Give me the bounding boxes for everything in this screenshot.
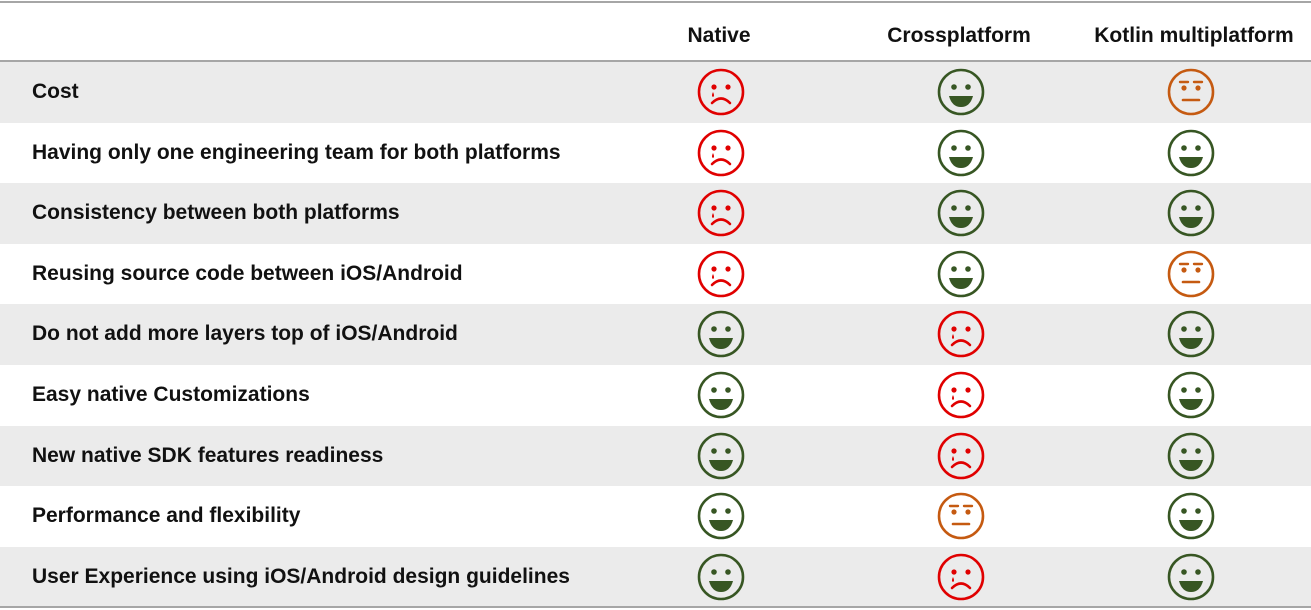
rating-cell [936,249,986,299]
row-label: Cost [32,80,79,103]
rating-cell [696,309,746,359]
column-header-crossplatform: Crossplatform [887,24,1031,47]
column-header-native: Native [687,24,751,47]
table-row: Having only one engineering team for bot… [0,122,1311,184]
rating-cell [1166,188,1216,238]
rating-cell [1166,370,1216,420]
header-row: Native Crossplatform Kotlin multiplatfor… [0,3,1311,61]
bottom-rule [0,606,1311,608]
row-label: Reusing source code between iOS/Android [32,261,463,285]
happy-face-icon [1167,492,1215,540]
rating-cell [936,128,986,178]
happy-face-icon [937,189,985,237]
happy-face-icon [937,129,985,176]
sad-face-icon [937,553,985,601]
happy-face-icon [1167,311,1215,358]
rating-cell [696,431,746,481]
happy-face-icon [1167,553,1215,601]
sad-face-icon [697,189,745,237]
sad-face-icon [697,250,745,298]
sad-face-icon [937,311,985,358]
header-rule [0,60,1311,62]
rating-cell [1166,309,1216,359]
table-row: Performance and flexibility [0,486,1311,547]
happy-face-icon [697,432,745,479]
rating-cell [696,370,746,420]
neutral-face-icon [1167,250,1215,298]
column-header-kotlin-multiplatform: Kotlin multiplatform [1094,24,1294,47]
rating-cell [936,552,986,602]
row-label: Having only one engineering team for bot… [32,140,561,164]
rating-cell [696,491,746,541]
table-row: New native SDK features readiness [0,425,1311,487]
table-row: Consistency between both platforms [0,183,1311,244]
rating-cell [696,249,746,299]
rating-cell [1166,128,1216,178]
table-row: Do not add more layers top of iOS/Androi… [0,304,1311,365]
rating-cell [1166,491,1216,541]
sad-face-icon [697,68,745,116]
happy-face-icon [1167,432,1215,479]
happy-face-icon [697,553,745,601]
rating-cell [936,370,986,420]
row-label: New native SDK features readiness [32,443,384,467]
row-label: User Experience using iOS/Android design… [32,564,570,588]
rating-cell [1166,431,1216,481]
sad-face-icon [937,371,985,419]
rating-cell [696,67,746,117]
happy-face-icon [697,311,745,358]
neutral-face-icon [937,492,985,540]
row-label: Consistency between both platforms [32,201,400,225]
table-body: Cost Having only one engineering team for… [0,62,1311,608]
row-label: Performance and flexibility [32,504,301,528]
top-rule [0,1,1311,3]
happy-face-icon [1167,129,1215,176]
rating-cell [1166,67,1216,117]
rating-cell [936,431,986,481]
sad-face-icon [697,129,745,176]
rating-cell [936,67,986,117]
rating-cell [936,188,986,238]
table-row: Cost [0,62,1311,123]
happy-face-icon [697,371,745,419]
rating-cell [1166,552,1216,602]
table-row: User Experience using iOS/Android design… [0,546,1311,608]
rating-cell [696,128,746,178]
sad-face-icon [937,432,985,479]
happy-face-icon [697,492,745,540]
rating-cell [936,491,986,541]
happy-face-icon [937,250,985,298]
row-label: Do not add more layers top of iOS/Androi… [32,322,458,346]
rating-cell [696,188,746,238]
rating-cell [936,309,986,359]
table-row: Easy native Customizations [0,364,1311,426]
rating-cell [696,552,746,602]
table-row: Reusing source code between iOS/Android [0,243,1311,305]
neutral-face-icon [1167,68,1215,116]
row-label: Easy native Customizations [32,382,310,406]
happy-face-icon [1167,189,1215,237]
rating-cell [1166,249,1216,299]
happy-face-icon [937,68,985,116]
happy-face-icon [1167,371,1215,419]
